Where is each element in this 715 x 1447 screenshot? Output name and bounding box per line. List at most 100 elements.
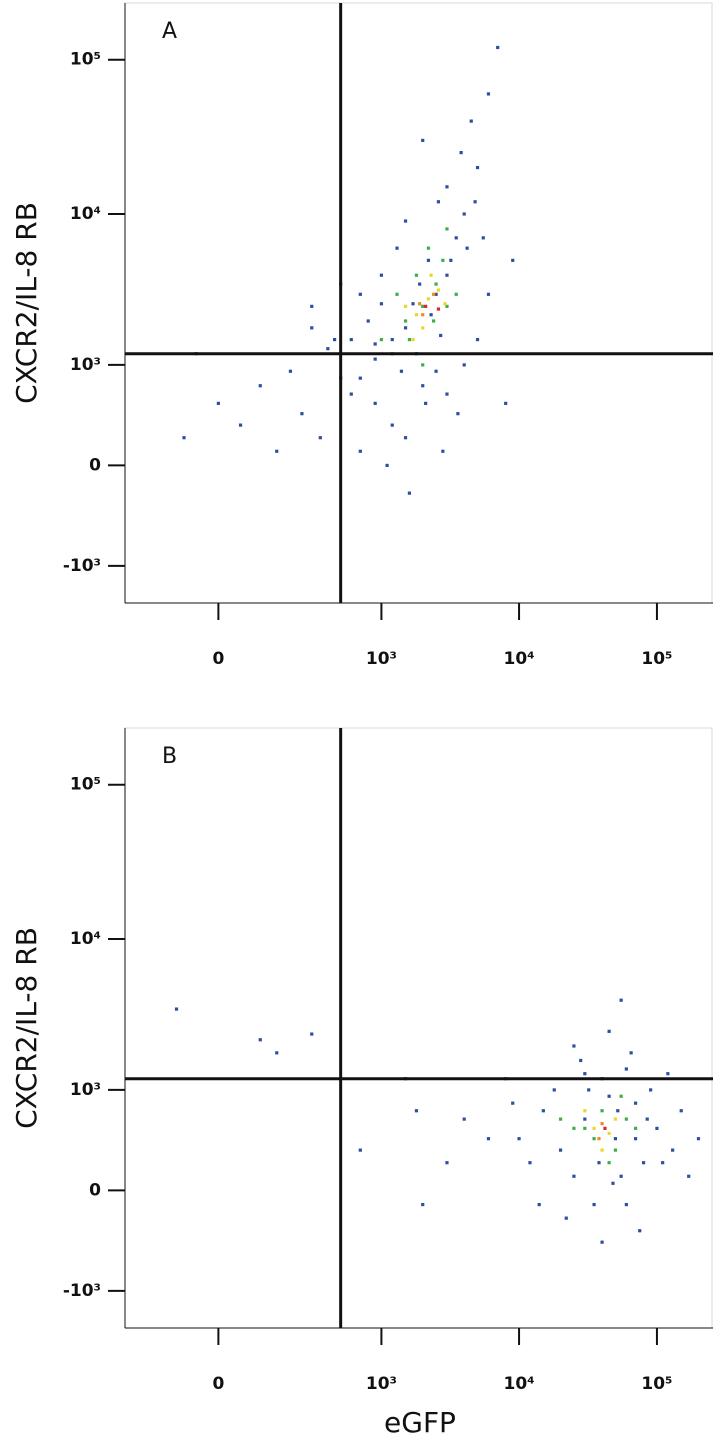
event-dot [572,1126,576,1130]
event-dot [600,1122,604,1126]
event-dot [385,463,389,468]
event-dot [592,1202,596,1207]
event-dot [395,246,399,250]
event-dot [462,363,466,367]
event-dot [275,1051,279,1055]
event-dot [441,258,445,262]
event-dot [504,401,508,405]
event-dot [541,1109,545,1113]
event-dot [649,1088,653,1092]
event-dot [552,1088,556,1092]
event-dot [475,165,480,170]
event-dot [558,1148,563,1152]
event-dot [421,363,425,367]
y-tick-label: 10³ [70,355,101,375]
event-dot [373,342,377,346]
event-dot [611,1181,615,1185]
event-dot [619,998,623,1002]
event-dot [349,392,353,396]
event-dot [633,1126,638,1130]
event-dot [373,401,377,405]
event-dot [687,1174,691,1178]
event-dot [426,297,431,301]
event-dot [641,1161,646,1165]
event-dot [216,401,220,405]
y-tick-label: 10³ [70,1080,101,1100]
event-dot [426,258,431,262]
event-dot [486,1137,491,1141]
event-dot [310,1032,314,1036]
event-dot [414,313,419,317]
event-dot [358,449,362,453]
event-dot [624,1067,628,1071]
x-tick-label: 10⁴ [503,649,534,669]
event-dot [358,1148,362,1152]
event-dot [633,1137,638,1141]
event-dot [407,491,412,495]
event-dot [583,1117,587,1121]
event-dot [390,423,394,427]
event-dot [424,304,428,308]
event-dot [613,1148,618,1152]
event-dot [441,449,445,453]
event-dot [379,302,384,306]
event-dot [182,436,186,440]
event-dot [445,304,449,308]
x-axis-label: eGFP [384,1406,456,1439]
event-dot [462,1117,466,1121]
event-dot [439,333,443,338]
x-tick-label: 10⁵ [641,649,672,669]
event-dot [511,1101,515,1105]
event-dot [358,376,362,380]
event-dot [459,151,463,155]
event-dot [655,1126,659,1130]
event-dot [332,337,337,342]
event-dot [429,313,433,317]
x-tick-label: 0 [212,1374,224,1394]
event-dot [496,45,500,50]
event-dot [619,1094,623,1098]
event-dot [399,369,404,373]
y-tick-label: 10⁵ [70,775,101,795]
event-dot [434,292,438,296]
event-dot [318,436,322,440]
event-dot [511,258,515,262]
event-dot [486,92,491,96]
event-dot [403,326,408,330]
event-dot [579,1058,583,1063]
event-dot [434,282,438,286]
event-dot [666,1072,670,1076]
event-dot [421,326,425,330]
event-dot [358,292,362,296]
event-dot [583,1109,587,1113]
event-dot [456,412,460,416]
event-dot [395,292,399,296]
event-dot [445,1161,449,1165]
event-dot [454,236,458,240]
x-tick-label: 10⁵ [641,1374,672,1394]
event-dot [411,337,415,342]
y-tick-label: -10³ [63,556,101,576]
event-dot [462,212,466,216]
event-dot [238,423,243,427]
event-dot [558,1117,563,1121]
event-dot [445,227,449,231]
event-dot [638,1229,642,1233]
plot-frame [124,727,713,1329]
event-dot [421,138,425,142]
event-dot [475,337,480,342]
y-tick-label: 10⁴ [70,929,101,949]
event-dot [481,236,485,240]
event-dot [613,1137,618,1141]
event-dot [445,273,449,277]
event-dot [607,1094,611,1098]
event-dot [275,449,279,453]
event-dot [421,384,425,388]
event-dot [661,1161,665,1165]
event-dot [486,292,491,296]
event-dot [696,1137,701,1141]
event-dot [429,273,433,277]
event-dot [424,401,428,405]
event-dot [624,1117,628,1121]
